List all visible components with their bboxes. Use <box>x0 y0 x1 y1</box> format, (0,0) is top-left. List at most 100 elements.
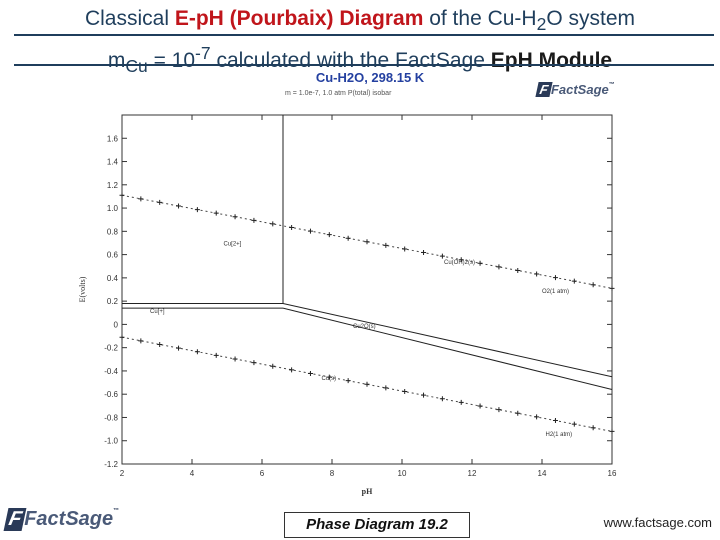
footer-url-link[interactable]: www.factsage.com <box>603 515 712 530</box>
line-marker <box>496 264 502 270</box>
line-marker <box>194 207 200 213</box>
line-marker <box>534 414 540 420</box>
x-tick-label: 8 <box>330 469 335 478</box>
trademark-symbol: ™ <box>113 508 120 514</box>
molality-exponent: -7 <box>195 43 211 63</box>
line-marker <box>157 199 163 205</box>
factsage-logo-text: FactSage <box>24 508 114 530</box>
y-tick-label: 1.4 <box>107 158 119 167</box>
line-marker <box>477 260 483 266</box>
factsage-logo-small: FFactSage™ <box>535 82 615 97</box>
line-marker <box>609 285 615 291</box>
line-marker <box>345 235 351 241</box>
y-tick-label: 1.2 <box>107 181 119 190</box>
region-label: H2(1 atm) <box>546 432 573 438</box>
y-tick-label: 1.0 <box>107 204 119 213</box>
x-tick-label: 16 <box>608 469 617 478</box>
line-marker <box>270 221 276 227</box>
line-marker <box>326 232 332 238</box>
region-label: Cu[2+] <box>224 241 242 247</box>
y-tick-label: 0.8 <box>107 227 119 236</box>
region-label: Cu2O(s) <box>353 324 376 330</box>
line-marker <box>458 257 464 263</box>
line-marker <box>571 421 577 427</box>
y-tick-label: 0 <box>114 320 119 329</box>
molality-symbol: m <box>107 49 126 72</box>
trademark-symbol: ™ <box>608 82 615 88</box>
y-tick-label: 0.2 <box>107 297 119 306</box>
line-marker <box>307 370 313 376</box>
line-marker <box>213 352 219 358</box>
footer-figure-label: Phase Diagram 19.2 <box>284 512 470 538</box>
line-marker <box>119 334 125 340</box>
line-marker <box>289 367 295 373</box>
plot-frame <box>121 114 613 465</box>
x-tick-label: 12 <box>468 469 477 478</box>
x-tick-label: 6 <box>260 469 265 478</box>
factsage-logo-footer[interactable]: FFactSage™ <box>3 508 120 531</box>
line-marker <box>458 399 464 405</box>
diagram-params: m = 1.0e-7, 1.0 atm P(total) isobar <box>285 90 392 97</box>
phase-boundary-line <box>282 302 613 378</box>
line-marker <box>213 210 219 216</box>
line-marker <box>270 363 276 369</box>
x-axis-label: pH <box>362 487 373 496</box>
line-marker <box>421 250 427 256</box>
title-prefix: Classical <box>84 7 175 30</box>
line-marker <box>157 341 163 347</box>
line-marker <box>552 418 558 424</box>
line-marker <box>251 217 257 223</box>
line-marker <box>496 407 502 413</box>
stability-line-dashed <box>121 194 613 289</box>
line-marker <box>383 385 389 391</box>
line-marker <box>364 239 370 245</box>
line-marker <box>364 381 370 387</box>
line-marker <box>590 282 596 288</box>
line-marker <box>421 392 427 398</box>
phase-boundary-line <box>282 307 613 391</box>
header-rule-2 <box>14 64 714 66</box>
title-middle: of the Cu-H <box>423 7 537 30</box>
line-marker <box>609 428 615 434</box>
diagram-subtitle: Cu-H2O, 298.15 K <box>315 70 425 85</box>
x-tick-label: 4 <box>190 469 195 478</box>
line-marker <box>477 403 483 409</box>
region-label: Cu[+] <box>150 309 165 315</box>
line-marker <box>289 224 295 230</box>
y-tick-label: -0.4 <box>104 367 118 376</box>
molality-subscript: Cu <box>125 56 148 77</box>
y-tick-label: -1.0 <box>104 437 118 446</box>
y-tick-label: 1.6 <box>107 134 119 143</box>
line-marker <box>176 345 182 351</box>
y-tick-label: -0.8 <box>104 413 118 422</box>
y-axis-label: E(volts) <box>78 276 87 302</box>
line-marker <box>138 196 144 202</box>
calc-text: calculated with the FactSage <box>210 49 491 72</box>
line-marker <box>534 271 540 277</box>
y-tick-label: -1.2 <box>104 460 118 469</box>
header-title-line2: mCu = 10-7 calculated with the FactSage … <box>0 40 720 79</box>
line-marker <box>552 275 558 281</box>
line-marker <box>402 389 408 395</box>
line-marker <box>307 228 313 234</box>
title-subscript: 2 <box>536 14 547 35</box>
line-marker <box>590 425 596 431</box>
region-label: O2(1 atm) <box>542 289 569 295</box>
y-tick-label: 0.6 <box>107 251 119 260</box>
line-marker <box>402 246 408 252</box>
line-marker <box>383 242 389 248</box>
line-marker <box>138 338 144 344</box>
factsage-logo-text: FactSage <box>550 82 609 97</box>
title-highlight: E-pH (Pourbaix) Diagram <box>174 7 424 30</box>
header-rule-1 <box>14 34 714 36</box>
line-marker <box>232 214 238 220</box>
line-marker <box>439 253 445 259</box>
line-marker <box>515 410 521 416</box>
line-marker <box>176 203 182 209</box>
y-tick-label: -0.2 <box>104 344 118 353</box>
x-tick-label: 14 <box>538 469 547 478</box>
line-marker <box>571 278 577 284</box>
line-marker <box>326 374 332 380</box>
title-end: O system <box>546 7 636 30</box>
